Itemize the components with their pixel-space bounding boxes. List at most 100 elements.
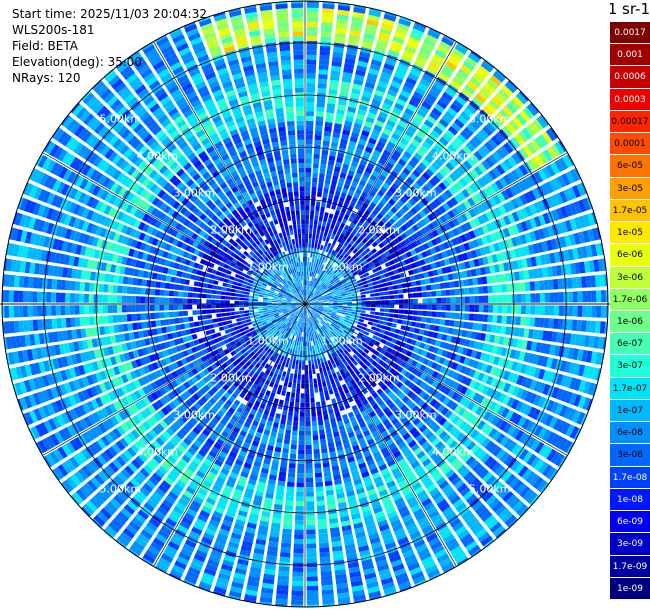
radar-gate [451,476,462,486]
radar-gate [286,486,295,492]
radar-gate [322,8,335,14]
radar-gate [327,232,332,239]
radar-gate [361,244,368,251]
radar-gate [387,210,395,218]
radar-gate [345,115,354,123]
radar-gate [389,136,399,145]
radar-gate [300,393,305,399]
radar-gate [414,113,425,122]
radar-gate [513,414,523,425]
radar-gate [516,305,522,314]
radar-gate [379,274,386,279]
radar-gate [303,332,305,337]
radar-gate [585,245,593,258]
radar-gate [516,259,524,269]
radar-gate [434,340,442,347]
radar-gate [516,209,524,221]
radar-gate [288,467,296,473]
radar-gate [540,183,550,196]
radar-gate [313,248,317,254]
radar-gate [335,270,340,276]
radar-gate [390,275,396,281]
radar-gate [484,245,491,255]
radar-gate [400,240,407,247]
radar-gate [345,371,351,378]
radar-gate [366,266,372,272]
radar-gate [301,374,305,380]
radar-gate [422,298,428,304]
radar-gate [307,296,312,301]
radar-gate [365,327,371,333]
radar-gate [472,206,481,216]
radar-gate [411,315,418,321]
radar-gate [569,218,578,231]
radar-gate [514,429,525,441]
radar-gate [314,472,323,478]
radar-gate [521,258,528,269]
radar-gate [403,81,415,90]
radar-gate [295,501,304,507]
radar-gate [382,232,389,239]
radar-gate [306,17,319,23]
radar-gate [430,84,442,95]
radar-gate [311,310,316,314]
radar-gate [335,355,341,361]
radar-gate [549,127,559,139]
radar-gate [351,229,358,236]
radar-gate [427,151,437,160]
radar-gate [305,214,310,220]
radar-gate [467,322,474,330]
radar-gate [419,144,429,154]
radar-gate [431,437,441,447]
radar-gate [343,67,354,74]
radar-gate [565,263,572,275]
radar-gate [365,116,375,124]
radar-gate [539,254,547,266]
radar-gate [281,390,286,396]
radar-gate [586,197,593,210]
radar-gate [447,327,454,335]
radar-gate [558,437,569,451]
radar-gate [476,237,484,247]
radar-gate [383,406,391,414]
radar-gate [416,148,426,158]
radar-gate [406,423,415,432]
radar-gate [448,412,457,422]
radar-gate [502,227,511,238]
radar-gate [467,401,476,411]
radar-gate [394,179,402,187]
radar-gate [321,154,328,160]
radar-gate [381,278,387,283]
radar-gate [552,318,559,329]
radar-gate [452,381,460,391]
radar-gate [356,343,362,349]
radar-gate [388,198,396,206]
radar-gate [350,314,356,318]
radar-gate [446,199,455,209]
radar-gate [330,314,336,318]
radar-gate [400,137,410,146]
radar-gate [562,249,570,262]
radar-gate [331,274,337,279]
radar-gate [375,238,382,245]
radar-gate [417,310,423,316]
radar-gate [341,134,349,141]
radar-gate [546,448,557,462]
radar-gate [587,366,595,379]
radar-gate [323,304,329,306]
radar-gate [463,199,472,209]
radar-gate [583,260,591,273]
radar-gate [429,487,440,497]
radar-gate [347,299,352,302]
radar-gate [425,317,432,324]
radar-gate [465,186,474,196]
radar-gate [394,191,402,199]
radar-gate [414,21,427,29]
radar-gate [333,46,344,53]
radar-gate [391,338,397,344]
radar-gate [393,289,399,295]
radar-gate [498,420,508,431]
radar-gate [499,161,510,173]
radar-gate [337,307,343,310]
radar-gate [353,78,364,86]
